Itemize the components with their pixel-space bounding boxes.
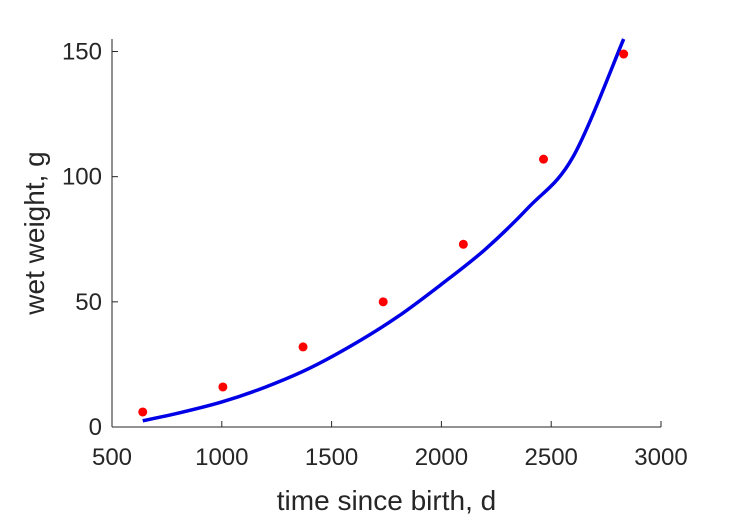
y-tick-label: 100 [62,164,102,191]
x-tick-label: 1500 [305,444,358,471]
label-layer: time since birth, d wet weight, g [19,151,496,516]
y-tick-label: 50 [75,289,102,316]
data-point [218,382,228,392]
y-tick-label: 0 [89,414,102,441]
axes-layer: 500 1000 1500 2000 2500 3000 0 50 100 150 [62,39,688,471]
data-point [619,49,629,59]
x-tick-label: 2000 [415,444,468,471]
x-tick-label: 2500 [525,444,578,471]
data-point [458,239,468,249]
data-point [378,297,388,307]
x-tick-label: 1000 [195,444,248,471]
data-point [298,342,308,352]
data-point [138,407,148,417]
x-tick-label: 3000 [634,444,687,471]
x-axis-label: time since birth, d [277,485,496,516]
data-point [539,154,549,164]
fit-curve [142,38,626,423]
plot-layer [138,38,629,423]
x-tick-label: 500 [92,444,132,471]
y-tick-label: 150 [62,39,102,66]
y-axis-label: wet weight, g [19,151,50,315]
